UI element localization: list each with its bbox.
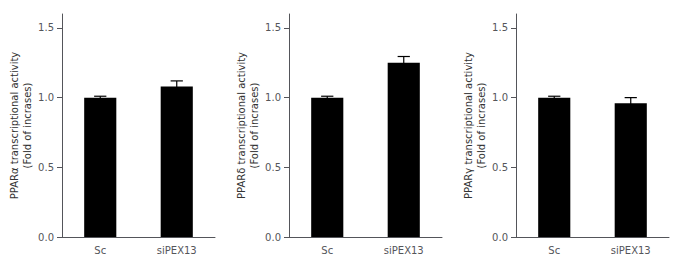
svg-text:0.0: 0.0	[265, 232, 281, 243]
svg-text:(Fold of incrases): (Fold of incrases)	[476, 82, 487, 168]
svg-text:(Fold of incrases): (Fold of incrases)	[22, 82, 33, 168]
svg-text:Sc: Sc	[94, 245, 106, 256]
svg-text:0.0: 0.0	[38, 232, 54, 243]
svg-text:siPEX13: siPEX13	[384, 245, 424, 256]
svg-text:Sc: Sc	[321, 245, 333, 256]
svg-text:Sc: Sc	[548, 245, 560, 256]
svg-text:siPEX13: siPEX13	[611, 245, 651, 256]
svg-text:(Fold of incrases): (Fold of incrases)	[249, 82, 260, 168]
svg-text:PPARγ transcriptional activity: PPARγ transcriptional activity	[463, 52, 474, 199]
svg-text:0.5: 0.5	[265, 162, 281, 173]
svg-text:1.0: 1.0	[492, 92, 508, 103]
svg-text:PPARα transcriptional activity: PPARα transcriptional activity	[9, 52, 20, 200]
svg-text:1.5: 1.5	[265, 22, 281, 33]
svg-text:1.0: 1.0	[38, 92, 54, 103]
svg-text:0.0: 0.0	[492, 232, 508, 243]
svg-text:1.0: 1.0	[265, 92, 281, 103]
svg-text:1.5: 1.5	[492, 22, 508, 33]
svg-text:1.5: 1.5	[38, 22, 54, 33]
svg-text:siPEX13: siPEX13	[157, 245, 197, 256]
svg-text:0.5: 0.5	[492, 162, 508, 173]
svg-text:0.5: 0.5	[38, 162, 54, 173]
svg-text:PPARδ transcriptional activity: PPARδ transcriptional activity	[236, 52, 247, 199]
